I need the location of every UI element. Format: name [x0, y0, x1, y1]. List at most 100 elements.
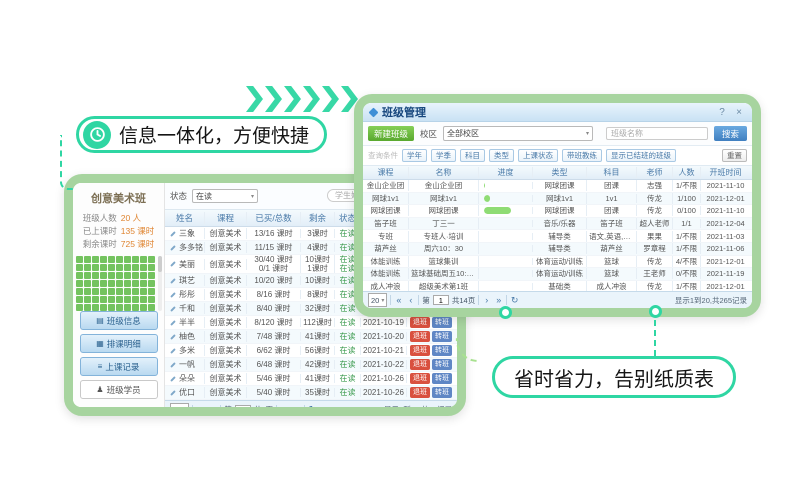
student-name: 琪艺 [179, 276, 195, 285]
first-page-icon[interactable]: « [196, 405, 205, 408]
class-search-input[interactable] [605, 127, 708, 140]
divider [192, 404, 194, 407]
table-row[interactable]: 网球1v1 网球1v1 网球1v1 1v1 传龙 1/100 2021-12-01 [363, 192, 752, 206]
reset-button[interactable]: 重置 [722, 149, 747, 162]
student-name: 千和 [179, 304, 195, 313]
filter-button-3[interactable]: 科目 [460, 149, 485, 162]
sidebar-button-1[interactable]: ▤ 班级信息 [79, 311, 158, 330]
transfer-class-button[interactable]: 转班 [432, 373, 452, 384]
page-size-select[interactable]: 20▾ [368, 293, 388, 307]
refresh-icon[interactable]: ↻ [510, 294, 519, 305]
filter-button-4[interactable]: 类型 [489, 149, 514, 162]
table-row[interactable]: 柚色 创意美术 7/48 课时 41课时 在读 2021-10-20 退班 转班 [165, 330, 457, 344]
transfer-class-button[interactable]: 转班 [432, 317, 452, 328]
cell-progress [479, 220, 533, 228]
last-page-icon[interactable]: » [496, 294, 502, 305]
cell-teacher: 王老师 [637, 268, 673, 280]
seat-cell [83, 280, 91, 287]
chevrons-decoration [246, 86, 360, 112]
table-row[interactable]: 朵朵 创意美术 5/46 课时 41课时 在读 2021-10-26 退班 转班 [165, 372, 457, 386]
table-row[interactable]: 体能训练 篮球集训 体育运动/训练 篮球 传龙 4/不限 2021-12-01 [363, 255, 752, 269]
filter-button-2[interactable]: 学季 [431, 149, 456, 162]
table-row[interactable]: 笛子班 丁三一 音乐/乐器 笛子班 超人老师 1/1 2021-12-04 [363, 217, 752, 231]
refresh-icon[interactable]: ↻ [308, 405, 317, 408]
cell-course: 体能训练 [363, 268, 409, 280]
stat-value: 725 课时 [120, 239, 155, 249]
seat-cell [91, 304, 99, 311]
table-row[interactable]: 彤彤 创意美术 8/16 课时 8课时 在读 [165, 288, 457, 302]
first-page-icon[interactable]: « [396, 294, 402, 305]
quit-class-button[interactable]: 退班 [410, 387, 430, 398]
grid-scrollbar[interactable] [157, 256, 162, 311]
table-row[interactable]: 优口 创意美术 5/40 课时 35课时 在读 2021-10-26 退班 转班 [165, 386, 457, 400]
transfer-class-button[interactable]: 转班 [432, 331, 452, 342]
table-row[interactable]: 葫芦丝 周六10：30 辅导类 葫芦丝 罗章程 1/不限 2021-11-06 [363, 242, 752, 256]
transfer-class-button[interactable]: 转班 [432, 345, 452, 356]
help-icon[interactable]: ? [719, 106, 725, 118]
seat-cell [123, 272, 131, 279]
seat-cell [83, 304, 91, 311]
quit-class-button[interactable]: 退班 [410, 317, 430, 328]
search-button[interactable]: 搜索 [713, 126, 747, 141]
table-row[interactable]: 半半 创意美术 8/120 课时 112课时 在读 2021-10-19 退班 转班 [165, 316, 457, 330]
cell-count: 1/100 [673, 193, 701, 203]
table-row[interactable]: 美丽 创意美术 30/40 课时 0/1 课时 10课时 1课时 在读 在读 [165, 255, 457, 274]
transfer-class-button[interactable]: 转班 [432, 387, 452, 398]
sidebar-button-3[interactable]: ≡ 上课记录 [79, 357, 158, 376]
sidebar-button-4[interactable]: ♟ 班级学员 [79, 380, 158, 399]
seat-cell [115, 272, 123, 279]
prev-page-icon[interactable]: ‹ [409, 294, 413, 305]
status-select[interactable]: 在读 ▾ [192, 189, 259, 203]
page-input[interactable] [432, 295, 449, 305]
student-name: 美丽 [179, 259, 195, 269]
transfer-class-button[interactable]: 转班 [432, 359, 452, 370]
close-icon[interactable]: × [736, 106, 742, 118]
table-row[interactable]: 成人冲浪 超级美术第1班 基础类 成人冲浪 传龙 1/不限 2021-12-01 [363, 281, 752, 291]
cell-subject: 成人冲浪 [587, 281, 637, 291]
quit-class-button[interactable]: 退班 [410, 359, 430, 370]
table-row[interactable]: 多米 创意美术 6/62 课时 56课时 在读 2021-10-21 退班 转班 [165, 344, 457, 358]
filter-button-7[interactable]: 显示已结班的班级 [606, 149, 676, 162]
cell-count: 1/不限 [673, 230, 701, 242]
class-stats: 班级人数 20 人已上课时 135 课时 剩余课时 725 课时 [83, 212, 155, 251]
seat-cell [99, 288, 107, 295]
prev-page-icon[interactable]: ‹ [208, 405, 217, 408]
divider [276, 404, 278, 407]
cell-course: 创意美术 [205, 317, 247, 328]
quit-class-button[interactable]: 退班 [410, 345, 430, 356]
table-row[interactable]: 专班 专班人·培训 辅导类 语文,英语,数学 果果 1/不限 2021-11-03 [363, 230, 752, 243]
cell: 10课时 [301, 276, 335, 285]
table-row[interactable]: 一帆 创意美术 6/48 课时 42课时 在读 2021-10-22 退班 转班 [165, 358, 457, 372]
next-page-icon[interactable]: › [485, 294, 489, 305]
campus-select[interactable]: 全部校区 ▾ [443, 126, 594, 141]
page-input[interactable] [234, 404, 251, 407]
filter-label: 查询条件 [368, 151, 398, 160]
seat-cell [99, 304, 107, 311]
filter-button-6[interactable]: 带班教练 [562, 149, 602, 162]
clock-icon [83, 120, 111, 149]
page-size-select[interactable]: 20▾ [170, 402, 190, 407]
filter-button-1[interactable]: 学年 [402, 149, 427, 162]
quit-class-button[interactable]: 退班 [410, 373, 430, 384]
quit-class-button[interactable]: 退班 [410, 331, 430, 342]
table-row[interactable]: 体能训练 篮球基础周五10:00~2 体育运动/训练 篮球 王老师 0/不限 2021-11… [363, 268, 752, 281]
cell-line: 30/40 课时 [254, 255, 293, 264]
edit-icon [170, 291, 176, 298]
page-size-value: 20 [371, 295, 380, 305]
new-class-button[interactable]: 新建班级 [368, 126, 415, 141]
cell-name: 美丽 [165, 258, 205, 270]
last-page-icon[interactable]: » [292, 405, 301, 408]
next-page-icon[interactable]: › [280, 405, 289, 408]
status-text: 在读 [339, 388, 356, 397]
table-row[interactable]: 网球团课 网球团课 网球团课 团课 传龙 0/100 2021-11-10 [363, 205, 752, 218]
cell-teacher: 传龙 [637, 255, 673, 267]
sidebar-button-2[interactable]: ▦ 排课明细 [79, 334, 158, 353]
divider [478, 295, 480, 305]
connector-dashed-left [60, 135, 76, 190]
table-row[interactable]: 三象 创意美术 13/16 课时 3课时 在读 [165, 227, 457, 241]
filter-button-5[interactable]: 上课状态 [518, 149, 558, 162]
seat-cell [123, 288, 131, 295]
table-row[interactable]: 金山企业团 金山企业团 网球团课 团课 志强 1/不限 2021-11-10 [363, 180, 752, 193]
cell: 8课时 [301, 290, 335, 299]
cell-course: 创意美术 [205, 331, 247, 342]
